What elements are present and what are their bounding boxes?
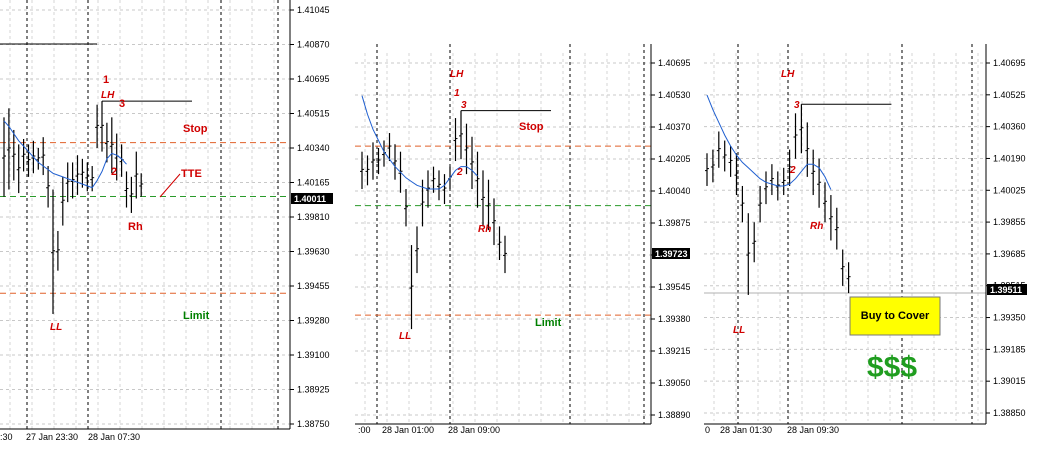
y-tick-label: 1.40165 [297,178,330,188]
y-tick-label: 1.40870 [297,40,330,50]
y-tick-label: 1.39380 [658,314,690,324]
y-tick-label: 1.40370 [658,122,690,132]
x-tick-label: 28 Jan 07:30 [88,432,140,442]
y-tick-label: 1.40190 [993,153,1026,163]
y-tick-label: 1.40530 [658,90,690,100]
x-tick-label: 0 [705,425,710,435]
annotation-point-1: 1 [454,88,460,99]
y-tick-label: 1.40025 [993,185,1026,195]
x-tick-label: 28 Jan 09:00 [448,425,500,435]
y-tick-label: 1.38750 [297,419,330,429]
current-price-tag [291,193,333,204]
annotation-point-2: 2 [789,165,796,176]
chart-panel-1: 1.41045 1.40870 1.40695 1.40515 1.40340 1.401… [0,0,335,447]
y-tick-label: 1.39185 [993,344,1026,354]
chart-panel-3: 1.40695 1.40525 1.40360 1.40190 1.40025 1.398… [704,0,1039,447]
y-tick-label: 1.38890 [658,410,690,420]
chart-1-svg: 1.41045 1.40870 1.40695 1.40515 1.40340 1.401… [0,0,333,442]
x-tick-label: 28 Jan 09:30 [787,425,839,435]
y-tick-label: 1.40360 [993,122,1026,132]
annotation-ll: LL [50,322,62,333]
annotation-point-2: 2 [456,167,463,178]
y-tick-label: 1.38850 [993,408,1026,418]
y-tick-label: 1.40525 [993,90,1026,100]
annotation-limit: Limit [183,310,210,322]
y-tick-label: 1.39545 [658,282,690,292]
annotation-limit: Limit [535,317,562,329]
annotation-stop: Stop [183,123,208,135]
current-price-label: 1.40011 [294,194,326,204]
annotation-rh: Rh [810,221,823,232]
y-tick-label: 1.39810 [297,212,330,222]
y-tick-label: 1.40040 [658,186,690,196]
tte-pointer [159,173,181,198]
current-price-label: 1.39511 [990,285,1022,295]
annotation-stop: Stop [519,121,544,133]
dollar-signs: $$$ [867,351,917,384]
chart-2-svg: 1.40695 1.40530 1.40370 1.40205 1.40040 1.398… [355,44,691,435]
y-tick-label: 1.40695 [658,58,690,68]
annotation-point-3: 3 [794,100,800,111]
y-tick-label: 1.40515 [297,109,330,119]
y-tick-label: 1.38925 [297,385,330,395]
annotation-point-2: 2 [111,166,117,178]
y-tick-label: 1.39050 [658,378,690,388]
buy-to-cover-box [849,296,941,336]
annotation-rh: Rh [128,221,143,233]
moving-average-line [3,120,127,189]
y-tick-label: 1.40340 [297,143,330,153]
annotation-ll: LL [399,331,411,342]
moving-average-line [361,95,478,190]
y-tick-label: 1.40695 [993,58,1026,68]
y-tick-label: 1.39350 [993,313,1026,323]
y-tick-label: 1.39685 [993,249,1026,259]
x-tick-label: 28 Jan 01:00 [382,425,434,435]
current-price-tag [652,248,690,259]
x-tick-label: :30 [0,432,13,442]
y-tick-label: 1.39630 [297,247,330,257]
chart-3-svg: 1.40695 1.40525 1.40360 1.40190 1.40025 1.398… [704,44,1027,435]
chart-panel-2: 1.40695 1.40530 1.40370 1.40205 1.40040 1.398… [355,0,691,447]
moving-average-line [706,94,832,190]
y-tick-label: 1.40205 [658,154,690,164]
y-tick-label: 1.40695 [297,74,330,84]
x-tick-label: 28 Jan 01:30 [720,425,772,435]
y-tick-label: 1.39455 [297,281,330,291]
annotation-point-3: 3 [461,100,467,111]
buy-to-cover-label: Buy to Cover [861,310,930,322]
y-tick-label: 1.39015 [993,376,1026,386]
y-tick-label: 1.39100 [297,350,330,360]
annotation-point-1: 1 [103,74,109,86]
y-tick-label: 1.41045 [297,5,330,15]
y-tick-label: 1.39215 [658,346,690,356]
annotation-lh: LH [101,90,115,101]
y-tick-label: 1.39280 [297,316,330,326]
annotation-point-3: 3 [119,98,125,110]
y-tick-label: 1.39875 [658,218,690,228]
annotation-tte: TTE [181,168,202,180]
current-price-tag [987,284,1027,295]
annotation-lh: LH [450,69,464,80]
x-tick-label: :00 [358,425,371,435]
y-tick-label: 1.39855 [993,217,1026,227]
annotation-ll: LL [733,325,745,336]
current-price-label: 1.39723 [655,249,688,259]
x-tick-label: 27 Jan 23:30 [26,432,78,442]
annotation-lh: LH [781,69,795,80]
annotation-rh: Rh [478,224,491,235]
